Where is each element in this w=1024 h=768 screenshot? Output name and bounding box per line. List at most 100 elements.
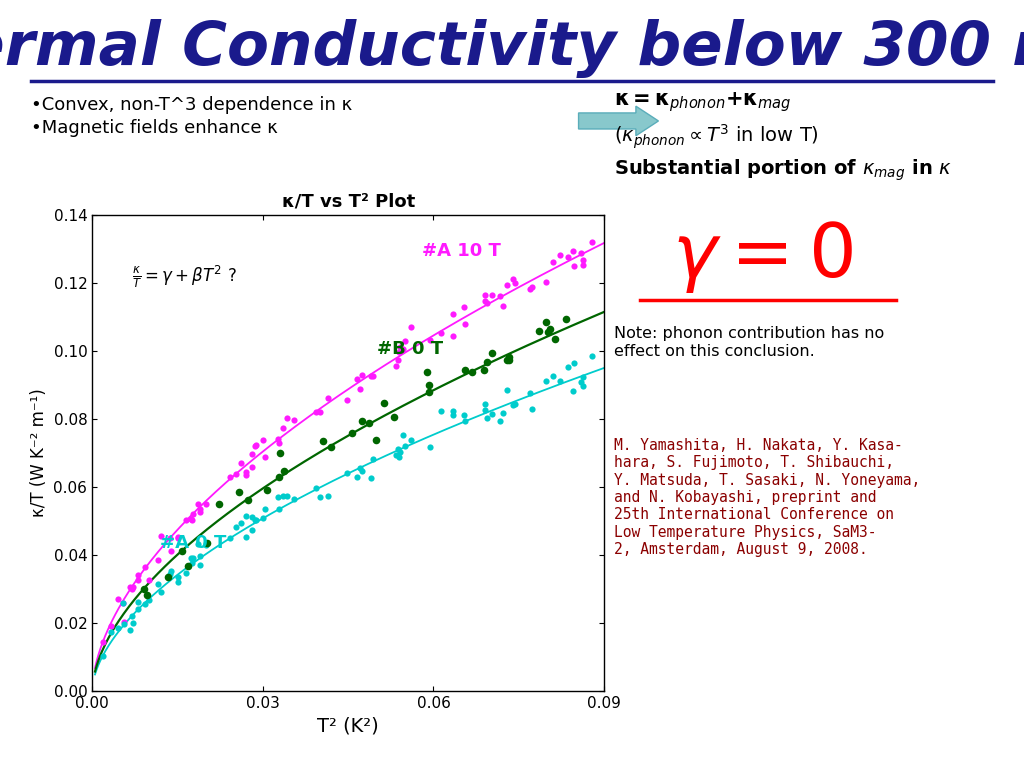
Point xyxy=(551,249,567,261)
Point xyxy=(199,538,215,551)
Point xyxy=(274,489,291,502)
Point xyxy=(221,471,238,483)
Point xyxy=(501,351,517,363)
Point xyxy=(319,490,336,502)
Point xyxy=(483,289,500,301)
Point xyxy=(392,446,409,458)
Point xyxy=(248,439,264,452)
Point xyxy=(270,492,287,504)
Point xyxy=(315,435,332,447)
Point xyxy=(238,510,254,522)
Point xyxy=(387,360,403,372)
Point xyxy=(522,283,539,295)
Point xyxy=(183,514,200,526)
Point xyxy=(191,505,208,518)
Point xyxy=(499,384,515,396)
Point xyxy=(232,516,249,528)
Point xyxy=(307,406,324,418)
Point xyxy=(191,559,208,571)
Point xyxy=(560,361,577,373)
Point xyxy=(545,257,561,269)
Point xyxy=(307,482,324,495)
Point xyxy=(190,538,207,551)
Point xyxy=(244,511,260,523)
Point xyxy=(584,236,600,248)
Point xyxy=(499,279,515,291)
Point xyxy=(227,521,244,533)
Point xyxy=(154,530,170,542)
Point xyxy=(248,514,264,526)
Text: •Magnetic fields enhance κ: •Magnetic fields enhance κ xyxy=(31,119,278,137)
Point xyxy=(238,469,254,482)
Point xyxy=(199,498,215,510)
Point xyxy=(344,426,360,439)
Point xyxy=(445,409,462,421)
Point xyxy=(492,415,508,428)
FancyArrow shape xyxy=(579,106,658,136)
Point xyxy=(271,437,288,449)
Point xyxy=(390,354,407,366)
Text: $(\kappa_{phonon} \propto T^3\ \mathrm{in\ low\ T})$: $(\kappa_{phonon} \propto T^3\ \mathrm{i… xyxy=(614,123,819,151)
Point xyxy=(110,622,126,634)
Point xyxy=(476,364,493,376)
Point xyxy=(141,594,158,606)
Point xyxy=(395,429,412,441)
Point xyxy=(422,334,438,346)
Point xyxy=(477,290,494,302)
Point xyxy=(190,498,207,511)
Point xyxy=(499,353,515,366)
Point xyxy=(456,409,472,421)
Text: •Convex, non-T^3 dependence in κ: •Convex, non-T^3 dependence in κ xyxy=(31,96,352,114)
Title: κ/T vs T² Plot: κ/T vs T² Plot xyxy=(282,193,415,210)
Point xyxy=(122,624,138,637)
Point xyxy=(565,260,582,272)
Point xyxy=(560,251,577,263)
Text: #B 0 T: #B 0 T xyxy=(377,340,442,359)
Point xyxy=(125,581,141,594)
Point xyxy=(495,406,511,419)
Text: #A 10 T: #A 10 T xyxy=(422,242,501,260)
Point xyxy=(95,637,112,649)
Point xyxy=(184,552,201,564)
Point xyxy=(547,333,563,346)
Point xyxy=(170,576,186,588)
Point xyxy=(584,350,600,362)
Point xyxy=(324,442,340,454)
Point xyxy=(110,593,126,605)
Point xyxy=(179,560,196,572)
Point xyxy=(130,603,146,615)
Point xyxy=(248,439,264,452)
Point xyxy=(348,372,365,385)
Point xyxy=(244,524,260,536)
Point xyxy=(160,571,176,583)
Point xyxy=(501,354,517,366)
Point xyxy=(129,595,145,607)
Point xyxy=(433,326,450,339)
Text: $\gamma = 0$: $\gamma = 0$ xyxy=(673,220,853,295)
Point xyxy=(542,323,558,336)
Point xyxy=(483,346,500,359)
Point xyxy=(530,325,547,337)
Point xyxy=(116,616,132,628)
Point xyxy=(444,330,461,343)
Point xyxy=(151,554,167,566)
Point xyxy=(136,561,153,573)
Point xyxy=(170,531,186,544)
Point xyxy=(522,386,539,399)
Point xyxy=(163,565,179,578)
Point xyxy=(129,568,145,581)
Point xyxy=(565,385,582,397)
Point xyxy=(386,411,402,423)
Point xyxy=(397,335,414,347)
Point xyxy=(254,434,270,446)
Point xyxy=(286,414,302,426)
Point xyxy=(523,402,540,415)
Point xyxy=(362,369,379,382)
Point xyxy=(422,441,438,453)
Point xyxy=(244,461,260,473)
Point xyxy=(492,290,508,302)
Point xyxy=(353,465,370,478)
Point xyxy=(457,318,473,330)
Point xyxy=(478,356,495,368)
Point xyxy=(395,343,412,356)
